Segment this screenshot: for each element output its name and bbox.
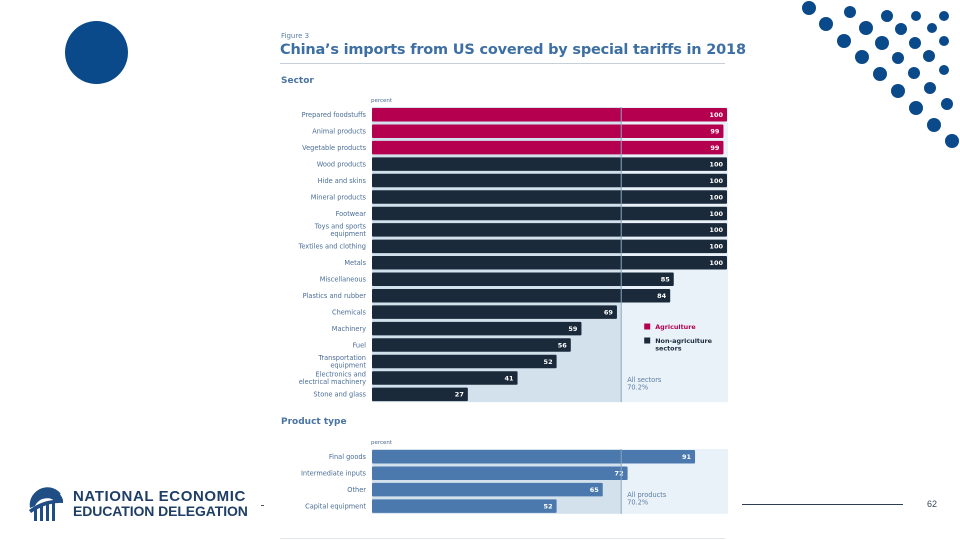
data-label: 41 [505,374,515,382]
bar-transportation-equipment [372,354,557,369]
bar-capital-equipment [372,499,557,513]
data-label: 52 [544,502,553,510]
category-label: Electronics and [316,371,366,379]
legend-label: Agriculture [655,323,696,331]
bar-footwear [372,206,727,221]
legend-label: sectors [655,345,682,353]
bar-stone-and-glass [372,387,468,402]
bar-metals [372,256,727,270]
category-label: Final goods [329,453,367,461]
data-label: 85 [661,276,671,284]
bar-textiles-and-clothing [372,239,727,254]
category-label: Textiles and clothing [297,243,366,251]
bridge-globe-logo-icon [29,487,64,521]
category-label: Plastics and rubber [303,292,367,300]
category-label: electrical machinery [299,378,366,386]
figure-title: China’s imports from US covered by speci… [280,42,746,58]
footer-dash [261,505,264,506]
data-label: 27 [455,391,464,399]
category-label: Wood products [317,160,367,168]
data-label: 69 [604,308,614,316]
category-label: equipment [330,361,366,369]
page-number: 62 [927,499,938,509]
unit-label: percent [371,98,393,104]
logo-line-1: NATIONAL ECONOMIC [73,488,246,505]
legend-swatch [644,337,651,344]
bar-miscellaneous [372,272,674,286]
sector-section-title: Sector [281,76,314,86]
title-divider [280,63,725,64]
reference-label: 70.2% [627,499,648,507]
organization-logo-text: NATIONAL ECONOMIC EDUCATION DELEGATION [73,489,248,519]
category-label: Prepared foodstuffs [302,111,367,119]
figure-label: Figure 3 [281,32,310,40]
category-label: Machinery [332,325,366,333]
legend-swatch [644,323,651,330]
category-label: Fuel [353,341,367,349]
category-label: Hide and skins [318,177,367,185]
category-label: equipment [330,230,366,238]
data-label: 59 [568,325,578,333]
bar-toys-and-sports-equipment [372,223,727,237]
category-label: Transportation [317,354,366,362]
bar-vegetable-products [372,140,724,155]
bar-machinery [372,321,582,336]
decorative-circle [65,21,128,84]
data-label: 52 [544,358,553,366]
data-label: 100 [709,193,723,201]
panel-background-above-average [621,107,728,403]
figure-bottom-divider [280,538,725,539]
bar-animal-products [372,124,724,138]
category-label: Metals [344,259,366,267]
data-label: 100 [709,111,723,119]
product-type-section-title: Product type [281,417,347,427]
category-label: Mineral products [311,193,367,201]
category-label: Chemicals [332,308,367,316]
category-label: Footwear [336,210,367,218]
data-label: 100 [709,226,723,234]
bar-wood-products [372,157,727,171]
category-label: Animal products [312,128,366,136]
data-label: 100 [709,259,723,267]
category-label: Vegetable products [302,144,366,152]
data-label: 100 [709,210,723,218]
bar-prepared-foodstuffs [372,108,727,122]
bar-hide-and-skins [372,173,727,188]
bar-mineral-products [372,190,727,204]
bar-final-goods [372,450,696,464]
data-label: 84 [657,292,667,300]
data-label: 100 [709,177,723,185]
category-label: Other [347,486,366,494]
data-label: 100 [709,160,723,168]
panel-background-below-average [372,107,622,403]
data-label: 99 [710,144,720,152]
bar-electronics-and-electrical-machinery [372,371,518,385]
category-label: Miscellaneous [320,276,367,284]
category-label: Capital equipment [305,502,366,510]
logo-line-2: EDUCATION DELEGATION [73,503,248,519]
reference-label: All sectors [627,376,662,384]
reference-label: 70.2% [627,384,648,392]
legend-label: Non-agriculture [655,337,712,345]
reference-label: All products [627,491,667,499]
category-label: Intermediate inputs [301,470,367,478]
bar-other [372,482,603,497]
bar-plastics-and-rubber [372,288,671,303]
data-label: 65 [590,486,600,494]
data-label: 99 [710,128,720,136]
category-label: Toys and sports [314,223,367,231]
data-label: 91 [682,453,692,461]
data-label: 72 [615,470,624,478]
footer-divider [742,504,903,505]
bar-intermediate-inputs [372,466,628,480]
bar-chemicals [372,305,617,319]
data-label: 56 [558,341,568,349]
category-label: Stone and glass [313,391,366,399]
unit-label: percent [371,440,393,446]
bar-fuel [372,338,571,352]
data-label: 100 [709,243,723,251]
